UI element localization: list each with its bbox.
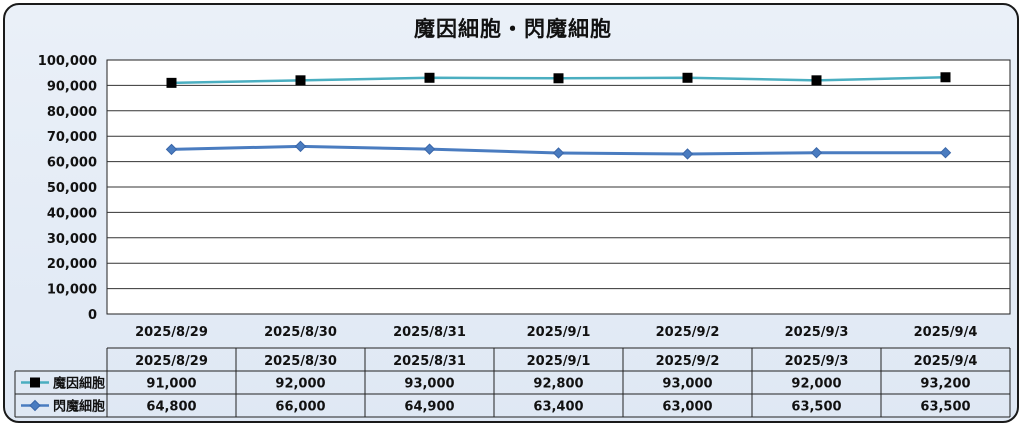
legend-label-1: 魔因細胞 xyxy=(53,376,105,392)
data-point-1 xyxy=(424,72,435,83)
table-value-cell: 93,200 xyxy=(920,377,970,392)
table-value-cell: 92,800 xyxy=(533,377,583,392)
x-tick-label: 2025/8/29 xyxy=(135,325,208,340)
data-point-1 xyxy=(166,77,177,88)
legend-marker-2 xyxy=(29,399,41,412)
y-axis: 0 10,000 20,000 30,000 40,000 50,000 60,000 70,… xyxy=(38,54,97,323)
y-tick-label: 20,000 xyxy=(47,257,97,272)
table-value-cell: 63,500 xyxy=(920,400,970,415)
y-tick-label: 10,000 xyxy=(47,283,97,298)
x-tick-label: 2025/9/2 xyxy=(656,325,720,340)
data-table: 2025/8/29 2025/8/30 2025/8/31 2025/9/1 2025/… xyxy=(14,347,1011,418)
table-header-cell: 2025/9/1 xyxy=(527,354,591,369)
data-point-2 xyxy=(294,140,307,153)
table-header-cell: 2025/8/31 xyxy=(393,354,466,369)
plot-area xyxy=(106,59,1011,315)
table-value-cell: 93,000 xyxy=(662,377,712,392)
data-point-1 xyxy=(811,75,822,86)
x-tick-label: 2025/9/3 xyxy=(785,325,849,340)
x-tick-label: 2025/8/31 xyxy=(393,325,466,340)
data-point-1 xyxy=(553,73,564,84)
data-point-2 xyxy=(810,147,823,159)
table-value-cell: 64,900 xyxy=(404,400,454,415)
table-header-cell: 2025/9/4 xyxy=(914,354,978,369)
table-header-cell: 2025/8/29 xyxy=(135,354,208,369)
table-header-cell: 2025/8/30 xyxy=(264,354,337,369)
chart-title: 魔因細胞・閃魔細胞 xyxy=(414,17,612,41)
data-point-1 xyxy=(940,72,951,83)
data-point-2 xyxy=(552,147,565,159)
x-tick-label: 2025/9/4 xyxy=(914,325,978,340)
table-value-cell: 63,400 xyxy=(533,400,583,415)
data-point-2 xyxy=(939,147,952,159)
y-tick-label: 70,000 xyxy=(47,130,97,145)
series-layer xyxy=(165,72,952,160)
data-point-2 xyxy=(165,143,178,156)
data-point-2 xyxy=(423,143,436,155)
table-value-cell: 64,800 xyxy=(146,400,196,415)
table-value-cell: 92,000 xyxy=(275,377,325,392)
table-value-cell: 66,000 xyxy=(275,400,325,415)
chart-svg: 0 10,000 20,000 30,000 40,000 50,000 60,000 70,… xyxy=(14,54,1011,418)
table-value-cell: 93,000 xyxy=(404,377,454,392)
data-point-1 xyxy=(295,75,306,86)
table-value-cell: 92,000 xyxy=(791,377,841,392)
legend-label-2: 閃魔細胞 xyxy=(53,399,105,415)
y-tick-label: 100,000 xyxy=(38,54,97,69)
y-tick-label: 50,000 xyxy=(47,181,97,196)
chart-frame: 魔因細胞・閃魔細胞 0 10,000 20,000 30,000 40,000 50,00… xyxy=(3,3,1019,423)
y-tick-label: 80,000 xyxy=(47,105,97,120)
table-value-cell: 63,500 xyxy=(791,400,841,415)
table-value-cell: 91,000 xyxy=(146,377,196,392)
y-tick-label: 40,000 xyxy=(47,206,97,221)
x-tick-label: 2025/8/30 xyxy=(264,325,337,340)
y-tick-label: 0 xyxy=(88,308,97,323)
table-header-cell: 2025/9/2 xyxy=(656,354,720,369)
table-header-cell: 2025/9/3 xyxy=(785,354,849,369)
y-tick-label: 90,000 xyxy=(47,79,97,94)
y-tick-label: 30,000 xyxy=(47,232,97,247)
x-axis: 2025/8/29 2025/8/30 2025/8/31 2025/9/1 2025/… xyxy=(135,325,977,340)
y-tick-label: 60,000 xyxy=(47,156,97,171)
legend-marker-1 xyxy=(30,377,40,388)
data-point-1 xyxy=(682,72,693,83)
data-point-2 xyxy=(681,148,694,160)
x-tick-label: 2025/9/1 xyxy=(527,325,591,340)
table-value-cell: 63,000 xyxy=(662,400,712,415)
